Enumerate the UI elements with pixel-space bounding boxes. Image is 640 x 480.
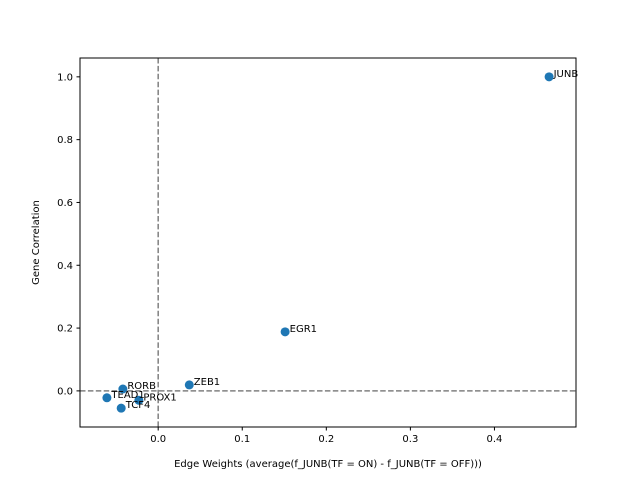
y-tick-label: 0.0 [57, 386, 73, 397]
y-tick-label: 1.0 [57, 72, 73, 83]
data-point-rorb [118, 384, 128, 394]
x-tick-label: 0.0 [150, 434, 166, 445]
plot-frame [79, 57, 577, 428]
y-tick-label: 0.6 [57, 198, 73, 209]
reference-lines [80, 58, 576, 427]
point-label-prox1: PROX1 [143, 392, 176, 403]
y-tick-label: 0.2 [57, 324, 73, 335]
point-label-rorb: RORB [127, 381, 156, 392]
point-label-tcf4: TCF4 [125, 400, 151, 411]
y-axis-ticks: 0.0 0.2 0.4 0.6 0.8 1.0 [57, 72, 80, 397]
data-point-tcf4 [116, 403, 126, 413]
x-tick-label: 0.2 [318, 434, 334, 445]
data-point-prox1 [134, 395, 144, 405]
x-axis-ticks: 0.0 0.1 0.2 0.3 0.4 [150, 427, 502, 445]
point-label-egr1: EGR1 [290, 324, 317, 335]
x-axis-label: Edge Weights (average(f_JUNB(TF = ON) - … [174, 459, 482, 470]
point-label-junb: JUNB [553, 69, 579, 80]
data-point-zeb1 [184, 380, 194, 390]
x-tick-label: 0.1 [234, 434, 250, 445]
point-label-zeb1: ZEB1 [194, 377, 220, 388]
x-tick-label: 0.4 [487, 434, 503, 445]
data-point-junb [544, 72, 554, 82]
point-label-tead1: TEAD1 [110, 390, 144, 401]
data-point-egr1 [280, 327, 290, 337]
y-axis-label: Gene Correlation [31, 200, 42, 285]
data-point-tead1 [102, 393, 112, 403]
y-tick-label: 0.8 [57, 135, 73, 146]
y-tick-label: 0.4 [57, 261, 73, 272]
data-points [102, 72, 554, 413]
x-tick-label: 0.3 [402, 434, 418, 445]
